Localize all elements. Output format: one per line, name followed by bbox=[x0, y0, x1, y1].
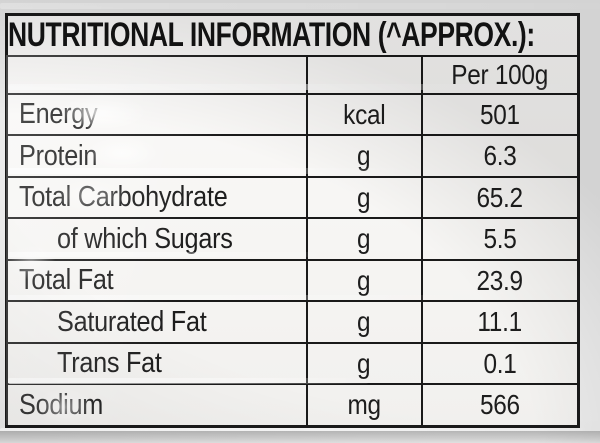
nutrient-label: Energy bbox=[19, 98, 98, 131]
table-row: Energy kcal 501 bbox=[5, 92, 580, 137]
column-header-per-100g-cell: Per 100g bbox=[420, 55, 580, 95]
nutrient-unit: g bbox=[357, 347, 371, 379]
header-empty-label-cell bbox=[5, 55, 308, 95]
package-edge-shadow bbox=[0, 431, 600, 443]
table-body: Energy kcal 501 Protein g 6.3 Total Carb… bbox=[5, 92, 580, 428]
nutrient-value: 5.5 bbox=[483, 223, 517, 255]
table-header-row: Per 100g bbox=[5, 55, 580, 95]
nutrient-unit: mg bbox=[347, 389, 381, 421]
nutrient-value: 566 bbox=[479, 389, 520, 421]
glare-streak bbox=[0, 3, 600, 9]
nutrient-label: Trans Fat bbox=[57, 347, 162, 380]
table-row: Sodium mg 566 bbox=[5, 383, 580, 428]
glare-streak bbox=[0, 428, 585, 432]
table-title-row: NUTRITIONAL INFORMATION (^APPROX.): bbox=[5, 13, 580, 57]
nutrient-label: Protein bbox=[19, 139, 98, 172]
table-row: Saturated Fat g 11.1 bbox=[5, 300, 580, 344]
nutrient-label: Total Carbohydrate bbox=[19, 181, 228, 214]
table-row: Protein g 6.3 bbox=[5, 134, 580, 178]
nutrient-label: Total Fat bbox=[19, 264, 114, 297]
nutrition-table: NUTRITIONAL INFORMATION (^APPROX.): Per … bbox=[5, 13, 581, 428]
table-row: of which Sugars g 5.5 bbox=[5, 217, 580, 261]
table-row: Trans Fat g 0.1 bbox=[5, 341, 580, 386]
nutrient-value: 501 bbox=[479, 98, 520, 130]
nutrient-label: Saturated Fat bbox=[57, 305, 207, 338]
nutrient-unit: g bbox=[357, 306, 371, 338]
nutrient-value: 0.1 bbox=[483, 347, 517, 379]
nutrient-value: 23.9 bbox=[476, 264, 524, 296]
header-empty-unit-cell bbox=[305, 55, 423, 95]
table-row: Total Fat g 23.9 bbox=[5, 258, 580, 303]
nutrient-value: 11.1 bbox=[477, 306, 523, 338]
column-header-per-100g: Per 100g bbox=[451, 59, 549, 90]
nutrient-value: 65.2 bbox=[476, 181, 524, 213]
nutrient-unit: g bbox=[357, 223, 371, 255]
nutrient-unit: g bbox=[357, 181, 371, 213]
nutrient-unit: kcal bbox=[342, 98, 386, 130]
nutrient-label: Sodium bbox=[19, 388, 103, 421]
nutrient-value: 6.3 bbox=[483, 140, 517, 172]
nutrient-unit: g bbox=[357, 140, 371, 172]
table-title: NUTRITIONAL INFORMATION (^APPROX.): bbox=[8, 16, 536, 54]
nutrient-label: of which Sugars bbox=[57, 222, 233, 255]
nutrient-unit: g bbox=[357, 264, 371, 296]
table-row: Total Carbohydrate g 65.2 bbox=[5, 175, 580, 220]
